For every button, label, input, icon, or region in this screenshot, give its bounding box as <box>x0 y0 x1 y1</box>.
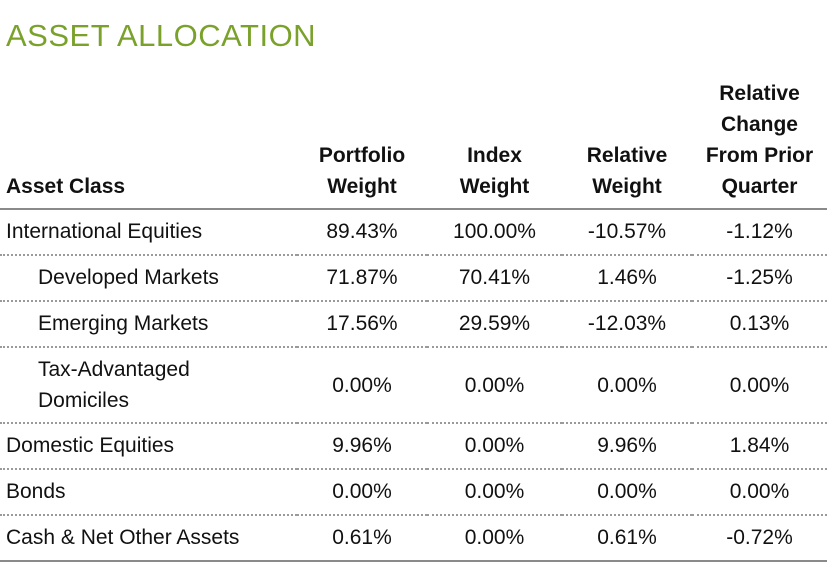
header-index-weight: Index Weight <box>427 78 562 210</box>
cell-portfolio-weight: 9.96% <box>297 423 427 470</box>
cell-relative-weight: 1.46% <box>562 255 692 302</box>
header-index-weight-line-2: Weight <box>459 175 530 198</box>
header-portfolio-weight: Portfolio Weight <box>297 78 427 210</box>
cell-relative-change: 0.13% <box>692 301 827 348</box>
cell-relative-change: -1.25% <box>692 255 827 302</box>
header-relative-change-line-2: Change <box>720 113 798 136</box>
table-row-cash-net-other-assets: Cash & Net Other Assets 0.61% 0.00% 0.61… <box>0 515 827 562</box>
row-label-line-2: Domiciles <box>38 389 130 412</box>
header-relative-weight-line-1: Relative <box>586 144 668 167</box>
cell-relative-weight: -12.03% <box>562 301 692 348</box>
table-row-developed-markets: Developed Markets 71.87% 70.41% 1.46% -1… <box>0 255 827 302</box>
table-row-tax-advantaged-domiciles: Tax-Advantaged Domiciles 0.00% 0.00% 0.0… <box>0 347 827 424</box>
cell-relative-change: 1.84% <box>692 423 827 470</box>
row-label: International Equities <box>0 209 297 256</box>
cell-portfolio-weight: 0.61% <box>297 515 427 562</box>
cell-relative-weight: 0.00% <box>562 347 692 424</box>
cell-index-weight: 0.00% <box>427 423 562 470</box>
cell-relative-change: 0.00% <box>692 469 827 516</box>
cell-index-weight: 29.59% <box>427 301 562 348</box>
cell-index-weight: 0.00% <box>427 469 562 516</box>
row-label-line-1: Tax-Advantaged <box>38 358 190 381</box>
cell-relative-weight: 0.61% <box>562 515 692 562</box>
header-index-weight-line-1: Index <box>467 144 522 167</box>
header-relative-change-line-4: Quarter <box>721 175 798 198</box>
cell-relative-change: 0.00% <box>692 347 827 424</box>
cell-index-weight: 100.00% <box>427 209 562 256</box>
row-label: Bonds <box>0 469 297 516</box>
row-label: Tax-Advantaged Domiciles <box>0 347 297 424</box>
header-relative-change: Relative Change From Prior Quarter <box>692 78 827 210</box>
table-row-domestic-equities: Domestic Equities 9.96% 0.00% 9.96% 1.84… <box>0 423 827 470</box>
table-row-international-equities: International Equities 89.43% 100.00% -1… <box>0 209 827 256</box>
header-portfolio-weight-line-2: Weight <box>327 175 397 198</box>
cell-relative-weight: 0.00% <box>562 469 692 516</box>
header-relative-weight-line-2: Weight <box>592 175 662 198</box>
header-relative-change-line-3: From Prior <box>705 144 814 167</box>
page-title: ASSET ALLOCATION <box>6 18 317 53</box>
cell-portfolio-weight: 89.43% <box>297 209 427 256</box>
table-header-row: Asset Class Portfolio Weight Index Weigh… <box>0 78 827 210</box>
header-asset-class: Asset Class <box>0 78 297 210</box>
header-relative-weight: Relative Weight <box>562 78 692 210</box>
cell-portfolio-weight: 71.87% <box>297 255 427 302</box>
cell-portfolio-weight: 0.00% <box>297 469 427 516</box>
table-row-bonds: Bonds 0.00% 0.00% 0.00% 0.00% <box>0 469 827 516</box>
table-row-emerging-markets: Emerging Markets 17.56% 29.59% -12.03% 0… <box>0 301 827 348</box>
cell-relative-change: -0.72% <box>692 515 827 562</box>
cell-index-weight: 0.00% <box>427 347 562 424</box>
row-label: Cash & Net Other Assets <box>0 515 297 562</box>
cell-relative-weight: -10.57% <box>562 209 692 256</box>
row-label: Domestic Equities <box>0 423 297 470</box>
cell-relative-weight: 9.96% <box>562 423 692 470</box>
cell-index-weight: 70.41% <box>427 255 562 302</box>
row-label: Emerging Markets <box>0 301 297 348</box>
cell-portfolio-weight: 17.56% <box>297 301 427 348</box>
cell-portfolio-weight: 0.00% <box>297 347 427 424</box>
cell-relative-change: -1.12% <box>692 209 827 256</box>
header-portfolio-weight-line-1: Portfolio <box>318 144 406 167</box>
cell-index-weight: 0.00% <box>427 515 562 562</box>
asset-allocation-table: Asset Class Portfolio Weight Index Weigh… <box>0 78 827 562</box>
row-label: Developed Markets <box>0 255 297 302</box>
header-asset-class-label: Asset Class <box>6 175 126 198</box>
header-relative-change-line-1: Relative <box>719 82 800 105</box>
